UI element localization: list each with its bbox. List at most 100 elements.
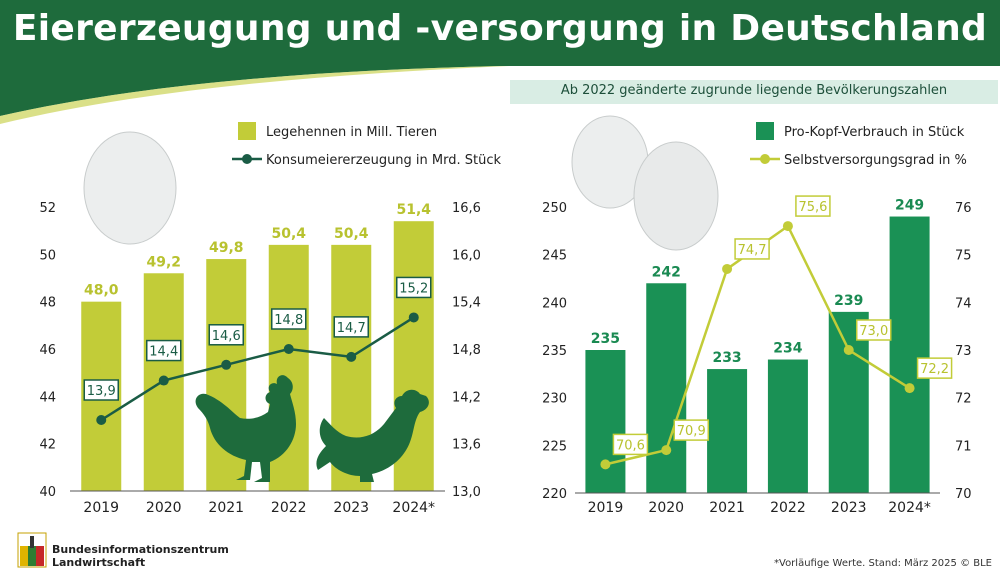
x-tick-label: 2019: [83, 500, 119, 516]
y-right-tick-label: 75: [955, 249, 972, 264]
line-label-box: [856, 319, 892, 341]
x-tick-label: 2022: [770, 500, 806, 516]
y-right-tick-label: 16,0: [452, 248, 481, 263]
page-title: Eiererzeugung und -versorgung in Deutsch…: [12, 8, 988, 49]
x-tick-label: 2024*: [392, 500, 435, 516]
y-right-tick-label: 15,4: [452, 296, 481, 311]
line-value-label: 74,7: [738, 243, 767, 258]
bar: [646, 283, 687, 493]
subtitle: Ab 2022 geänderte zugrunde liegende Bevö…: [560, 83, 948, 98]
line-label-box: [271, 308, 307, 330]
ble-logo-icon: [17, 532, 47, 568]
line-point: [782, 221, 793, 232]
footer-note: *Vorläufige Werte. Stand: März 2025 © BL…: [774, 558, 992, 569]
title-banner: [0, 0, 1000, 66]
y-right-tick-label: 73: [955, 344, 972, 359]
line-label-box: [208, 324, 244, 346]
line-value-label: 70,6: [616, 438, 645, 453]
bar-value-label: 49,2: [146, 254, 181, 270]
bar-value-label: 51,4: [396, 202, 431, 218]
line-label-box: [916, 357, 953, 379]
bar: [889, 216, 930, 494]
line-value-label: 14,7: [337, 321, 366, 336]
line-point: [904, 383, 915, 394]
line-point: [283, 344, 294, 354]
y-left-tick-label: 250: [542, 201, 567, 216]
legend-swatch-bar: [238, 122, 256, 140]
org-name-line2: Landwirtschaft: [52, 556, 145, 569]
legend-label-line: Selbstversorgungsgrad in %: [784, 153, 967, 168]
line-value-label: 13,9: [87, 384, 116, 399]
y-left-tick-label: 40: [39, 485, 56, 500]
chart-left: 40 42 44 46 48 50 52 13,0 13,6 14,2 14,8 15,4 16,0 16…: [39, 122, 502, 516]
subtitle-bar: [510, 80, 998, 104]
bar: [707, 369, 748, 493]
bar-value-label: 48,0: [84, 283, 119, 299]
banner-swoosh: [0, 66, 500, 116]
line-value-label: 73,0: [859, 324, 888, 339]
line-value-label: 14,6: [212, 329, 241, 344]
legend-label-line: Konsumeiererzeugung in Mrd. Stück: [266, 153, 502, 168]
x-tick-label: 2019: [588, 500, 624, 516]
bar-value-label: 249: [895, 198, 924, 214]
bar-value-label: 235: [591, 331, 620, 347]
bar: [585, 350, 626, 493]
y-right-tick-label: 13,6: [452, 438, 481, 453]
line-value-label: 72,2: [920, 362, 949, 377]
line-value-label: 75,6: [798, 200, 827, 215]
legend-label-bar: Legehennen in Mill. Tieren: [266, 125, 437, 140]
bar-value-label: 49,8: [209, 240, 244, 256]
bar-value-label: 234: [773, 341, 802, 357]
line-point: [221, 359, 232, 370]
line-label-box: [673, 419, 709, 441]
y-left-tick-label: 240: [542, 296, 567, 311]
hen-icon: [316, 389, 429, 482]
y-right-tick-label: 71: [955, 439, 972, 454]
y-left-tick-label: 225: [542, 439, 567, 454]
line-point: [600, 459, 611, 470]
bar-value-label: 239: [834, 293, 863, 309]
y-left-tick-label: 245: [542, 249, 567, 264]
line-point: [346, 351, 357, 362]
line-label-box: [146, 339, 182, 362]
y-left-tick-label: 52: [39, 201, 56, 216]
y-left-tick-label: 42: [39, 438, 56, 453]
legend-label-bar: Pro-Kopf-Verbrauch in Stück: [784, 125, 965, 140]
y-right-tick-label: 16,6: [452, 201, 481, 216]
bar-value-label: 233: [712, 350, 741, 366]
y-left-tick-label: 44: [39, 390, 56, 405]
line-label-box: [396, 276, 432, 299]
y-left-tick-label: 48: [39, 296, 56, 311]
y-right-tick-label: 72: [955, 392, 972, 407]
y-left-tick-label: 220: [542, 487, 567, 502]
y-right-tick-label: 13,0: [452, 485, 481, 500]
x-tick-label: 2021: [208, 500, 244, 516]
x-tick-label: 2023: [333, 500, 369, 516]
line-point: [158, 375, 169, 386]
line-value-label: 70,9: [677, 424, 706, 439]
bar: [767, 359, 808, 493]
legend-swatch-line-point: [760, 154, 770, 164]
y-left-tick-label: 235: [542, 344, 567, 359]
line-label-box: [612, 433, 649, 456]
line-value-label: 14,8: [274, 313, 303, 328]
x-tick-label: 2020: [146, 500, 182, 516]
y-right-tick-label: 14,2: [452, 390, 481, 405]
line-value-label: 15,2: [399, 281, 428, 296]
bar-value-label: 50,4: [271, 226, 306, 242]
bar: [828, 311, 869, 493]
egg-icon: [83, 131, 177, 245]
y-left-tick-label: 46: [39, 343, 56, 358]
y-right-tick-label: 14,8: [452, 343, 481, 358]
line-value-label: 14,4: [149, 345, 178, 360]
line-label-box: [333, 316, 369, 338]
line-point: [843, 345, 854, 355]
rooster-icon: [195, 375, 296, 482]
legend-swatch-bar: [756, 122, 774, 140]
y-right-tick-label: 74: [955, 296, 972, 311]
y-left-tick-label: 50: [39, 248, 56, 263]
line-point: [96, 415, 107, 425]
line-label-box: [83, 379, 119, 401]
